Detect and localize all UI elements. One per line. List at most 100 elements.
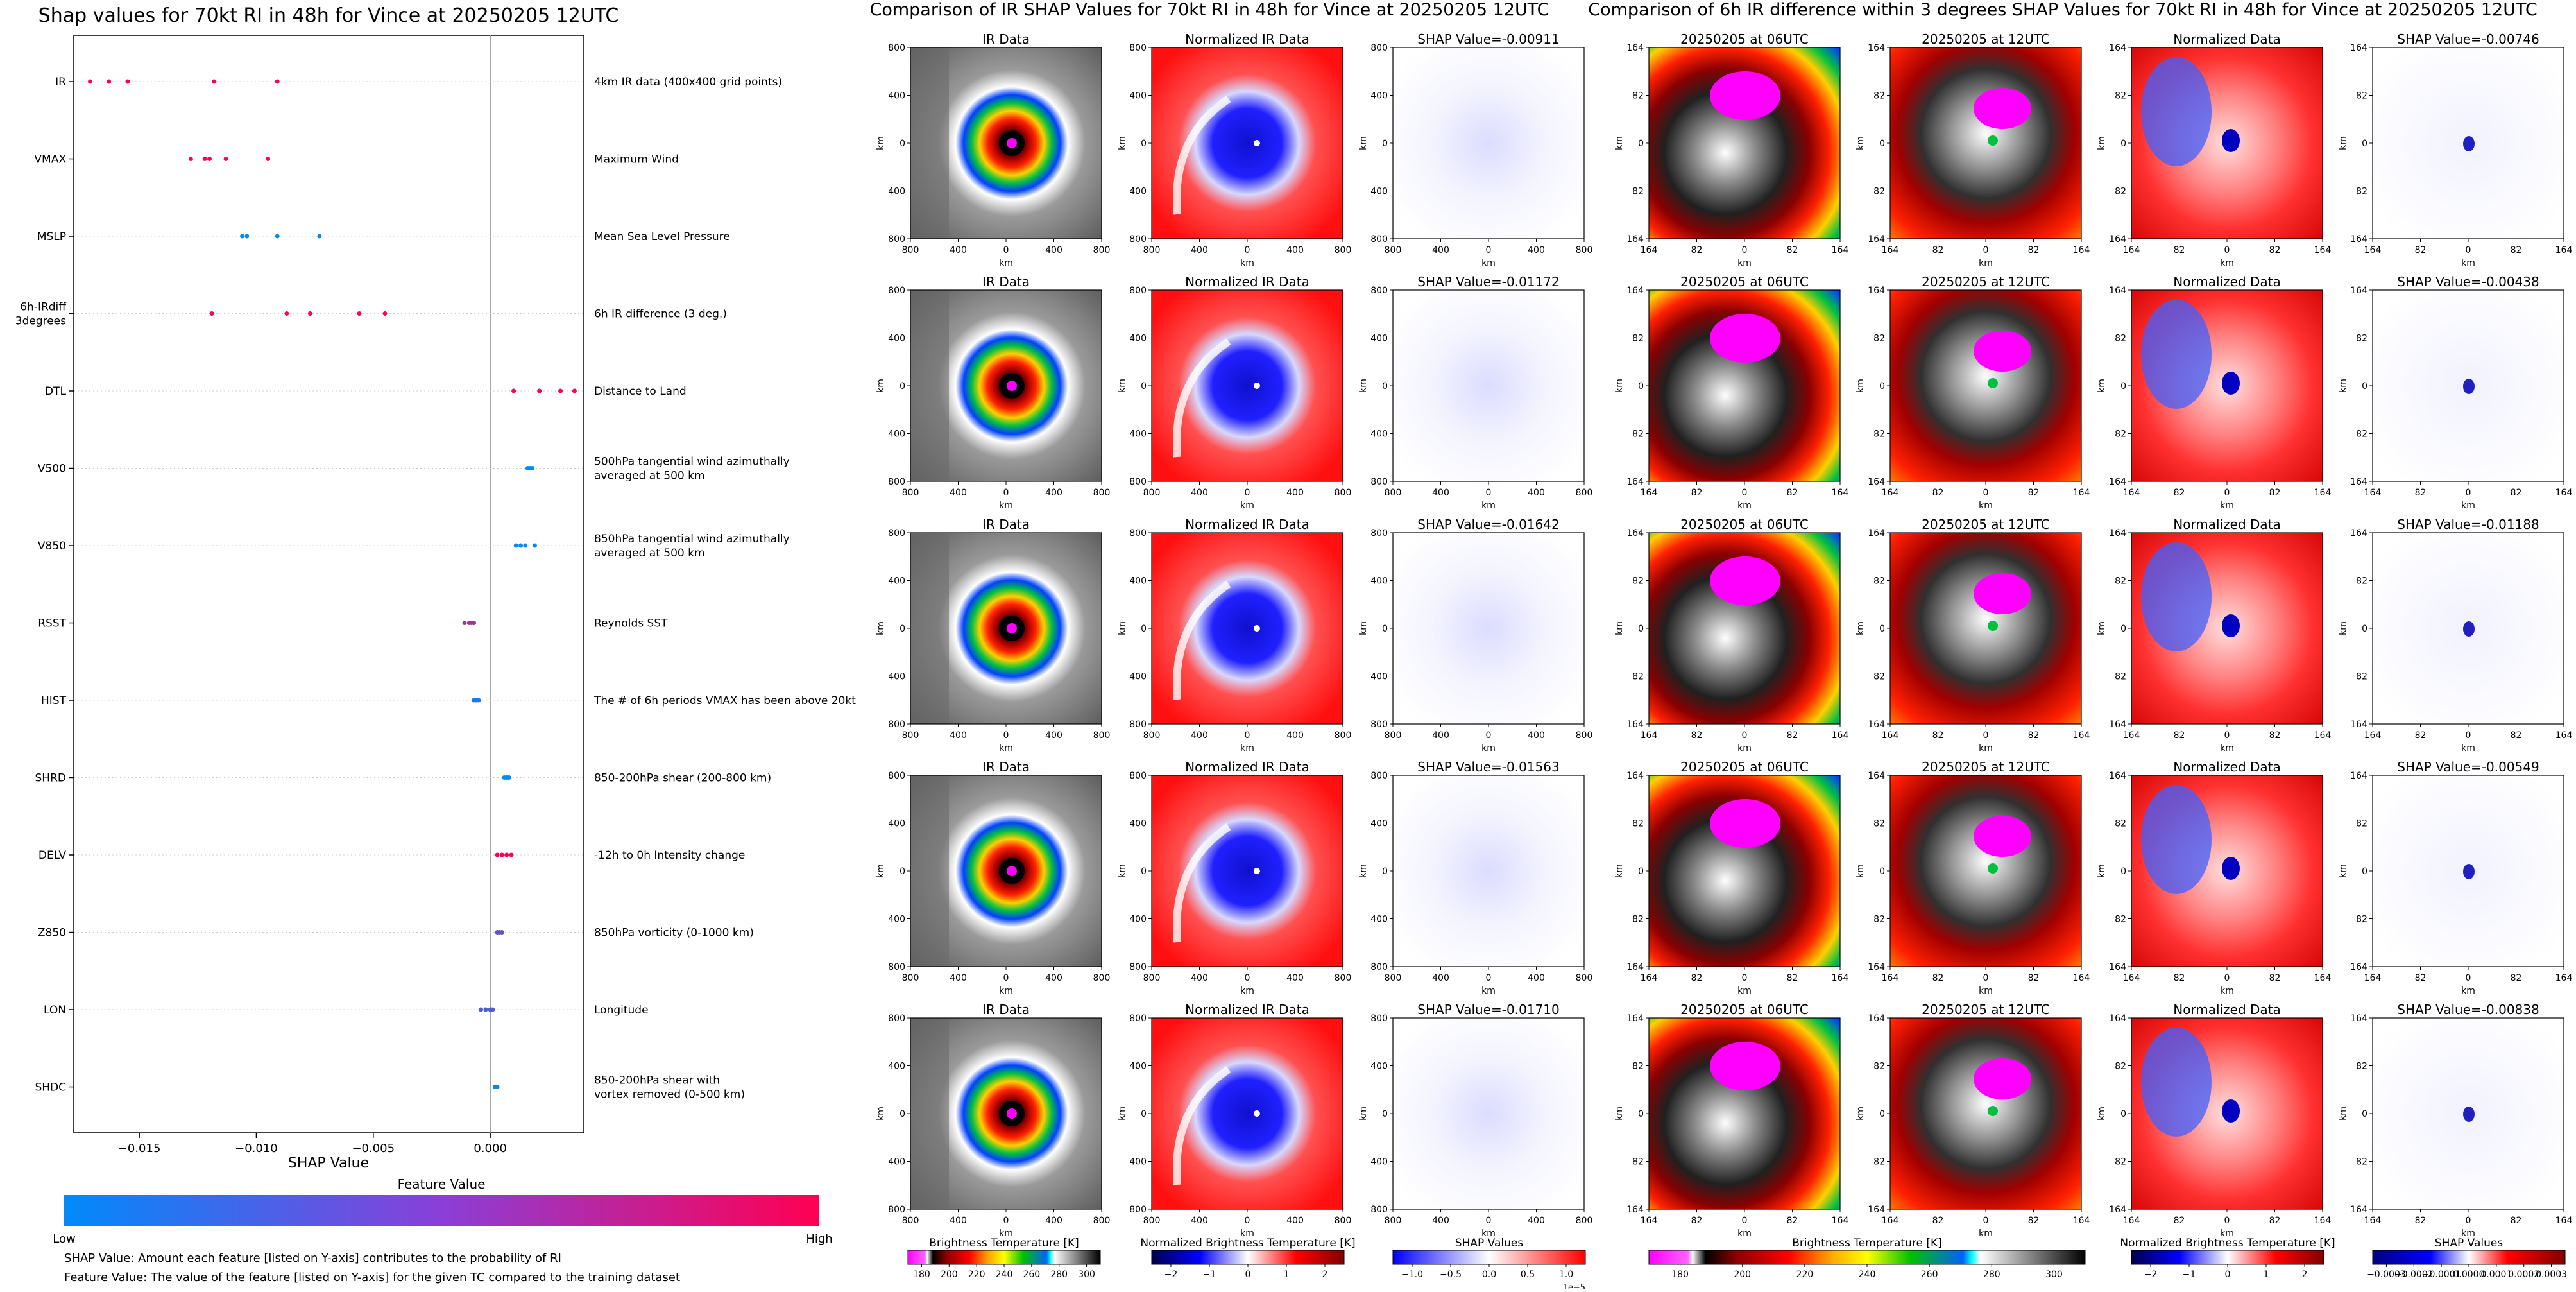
x-tick-label: 400 [1191, 973, 1208, 983]
y-tick-label: 400 [1129, 915, 1147, 925]
y-tick-label: 0 [2362, 139, 2367, 149]
ir-06utc-panel-title: 20250205 at 06UTC [1680, 517, 1809, 532]
y-tick-label: 0 [1141, 139, 1147, 149]
x-tick-label: 0 [1245, 488, 1250, 498]
y-axis-label: km [2338, 621, 2348, 635]
feature-description: 4km IR data (400x400 grid points) [594, 76, 782, 89]
ir-data-panel-title: IR Data [982, 517, 1030, 532]
shap-point [523, 543, 528, 548]
normalized-ir-panel: Normalized IR Data8008004004000040040080… [1117, 759, 1351, 996]
y-axis-label: km [1117, 136, 1127, 150]
y-tick-label: 82 [1632, 91, 1644, 101]
colorbar-low-label: Low [53, 1232, 75, 1246]
ir-shap-panel-title: SHAP Value=-0.01172 [1417, 274, 1559, 289]
y-axis-label: km [1855, 136, 1866, 150]
y-tick-label: 0 [1879, 139, 1885, 149]
x-tick-label: 82 [2028, 245, 2040, 255]
x-tick-label: 0 [1983, 730, 1989, 741]
y-tick-label: 800 [888, 1013, 905, 1024]
x-tick-label: 82 [2174, 245, 2185, 255]
feature-row: DTL Distance to Land [45, 385, 687, 398]
cold-cloud-top [1974, 573, 2031, 614]
y-tick-label: 82 [1873, 819, 1885, 829]
feature-name: 6h-IRdiff [20, 301, 67, 314]
cb-tick-label: −0.0001 [2422, 1270, 2461, 1280]
x-tick-label: 164 [2364, 973, 2382, 983]
feature-name: SHRD [35, 772, 66, 785]
cb-tick-label: 180 [1671, 1270, 1689, 1280]
shap-point [88, 79, 93, 84]
x-tick-label: 400 [950, 730, 967, 741]
x-tick-label: 0 [1983, 245, 1989, 255]
ir-shap-panel-title: SHAP Value=-0.01563 [1417, 759, 1559, 775]
y-tick-label: 164 [2109, 771, 2126, 781]
x-tick-label: 800 [1093, 488, 1111, 498]
shap-colorbar: SHAP Values −1.0 −0.5 0.0 0.5 1.0 1e−5 [1392, 1237, 1586, 1292]
y-tick-label: 82 [2115, 576, 2126, 587]
y-axis-label: km [1855, 379, 1866, 393]
eye-core [1253, 140, 1260, 146]
ir-shap-panel: SHAP Value=-0.01642800800400400004004008… [1358, 517, 1592, 754]
shap-colorbar-label: SHAP Values [1455, 1237, 1524, 1250]
cb-tick-label: 280 [1983, 1270, 2000, 1280]
y-tick-label: 164 [1626, 719, 1644, 730]
shap-colorbar-bar [1392, 1250, 1586, 1265]
cb-tick-label: 2 [1322, 1270, 1328, 1280]
eye-core [1006, 138, 1017, 148]
x-axis-label: km [1737, 258, 1752, 268]
cold-cloud-top [1710, 1042, 1780, 1090]
ir-shap-panel: SHAP Value=-0.01710800800400400004004008… [1358, 1002, 1592, 1239]
x-axis-label: km [2220, 986, 2234, 996]
y-tick-label: 800 [1370, 962, 1388, 972]
cold-cloud-top [1974, 816, 2031, 857]
y-tick-label: 0 [1638, 866, 1644, 877]
ir-shap-panel-title: SHAP Value=-0.01710 [1417, 1002, 1559, 1017]
y-tick-label: 82 [2115, 429, 2126, 440]
x-tick-label: 800 [1335, 730, 1352, 741]
y-tick-label: 82 [1873, 187, 1885, 197]
y-tick-label: 400 [888, 429, 905, 440]
x-axis-label: km [1979, 258, 1993, 268]
x-axis-label: km [2461, 1228, 2475, 1239]
x-tick-label: 800 [1576, 973, 1593, 983]
feature-description: Reynolds SST [594, 617, 668, 630]
y-tick-label: 800 [888, 286, 905, 296]
y-axis-label: km [876, 621, 886, 635]
y-tick-label: 0 [2120, 866, 2126, 877]
y-tick-label: 800 [888, 719, 905, 730]
feature-row: DELV -12h to 0h Intensity change [38, 849, 745, 862]
cb-tick-label: 180 [913, 1270, 930, 1280]
x-tick-label: 164 [2364, 730, 2382, 741]
y-tick-label: 82 [2356, 1062, 2367, 1072]
y-tick-label: 800 [888, 771, 905, 781]
x-tick-label: 800 [1335, 488, 1352, 498]
x-axis-label: km [1979, 986, 1993, 996]
cb-tick-label: −1.0 [1401, 1270, 1423, 1280]
y-tick-label: 164 [2350, 1013, 2367, 1024]
eye-core [1253, 625, 1260, 632]
x-tick-label: 164 [1641, 973, 1658, 983]
cb-tick-label: −1 [2183, 1270, 2196, 1280]
ir-colorbar-bar [907, 1250, 1101, 1265]
x-axis-label: km [1737, 986, 1752, 996]
y-tick-label: 164 [1868, 286, 1885, 296]
diff-shap-panel-title: SHAP Value=-0.00838 [2397, 1002, 2539, 1017]
y-tick-label: 0 [2362, 381, 2367, 392]
x-tick-label: 400 [1045, 1216, 1062, 1226]
x-tick-label: −0.005 [352, 1142, 395, 1155]
x-tick-label: 164 [1832, 973, 1849, 983]
ir-colorbar: Brightness Temperature [K] 180 200 220 240 26… [907, 1237, 1101, 1280]
y-tick-label: 82 [1632, 819, 1644, 829]
normalized-ir-panel: Normalized IR Data8008004004000040040080… [1117, 274, 1351, 511]
x-tick-label: 0 [1486, 1216, 1492, 1226]
y-tick-label: 82 [2356, 672, 2367, 682]
x-tick-label: 0 [1245, 730, 1250, 741]
x-tick-label: 800 [1385, 973, 1402, 983]
y-tick-label: 0 [1879, 1109, 1885, 1119]
ir-12utc-panel-image [1890, 290, 2081, 481]
y-tick-label: 800 [1129, 1205, 1147, 1215]
y-tick-label: 0 [2362, 866, 2367, 877]
ir-comparison-title: Comparison of IR SHAP Values for 70kt RI… [870, 0, 1549, 20]
y-axis-label: km [2097, 379, 2107, 393]
y-tick-label: 0 [1382, 139, 1388, 149]
